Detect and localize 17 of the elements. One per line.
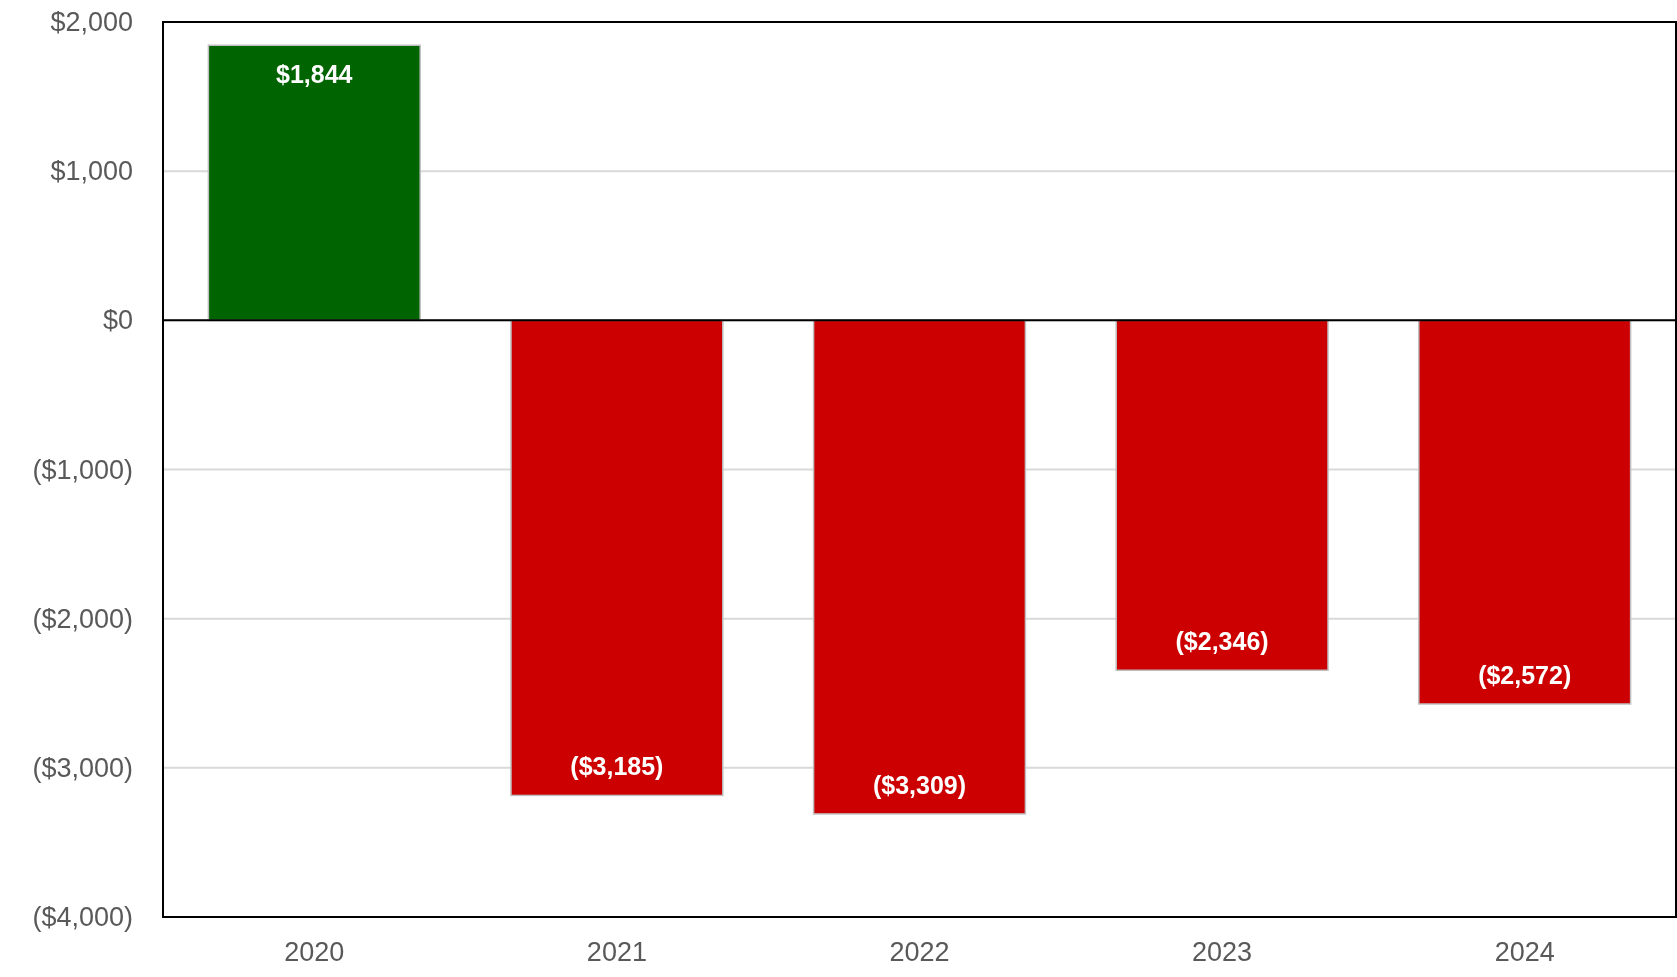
y-tick-label: $0 [102, 305, 133, 336]
y-tick-label: ($3,000) [32, 752, 133, 783]
y-tick-label: ($4,000) [32, 902, 133, 932]
y-tick-label: $1,000 [50, 156, 133, 187]
data-label: ($2,346) [1175, 627, 1269, 656]
x-tick-label: 2021 [586, 937, 647, 967]
data-label: ($2,572) [1478, 660, 1572, 689]
data-label: ($3,185) [570, 752, 664, 781]
x-tick-label: 2022 [889, 937, 950, 967]
x-tick-label: 2023 [1192, 937, 1253, 967]
data-label: ($3,309) [872, 770, 967, 799]
x-tick-label: 2024 [1494, 937, 1555, 967]
y-tick-label: $2,000 [50, 7, 133, 37]
x-tick-label: 2020 [284, 937, 345, 967]
y-tick-label: ($2,000) [32, 603, 133, 634]
data-label: $1,844 [276, 60, 353, 89]
y-tick-label: ($1,000) [32, 454, 133, 485]
